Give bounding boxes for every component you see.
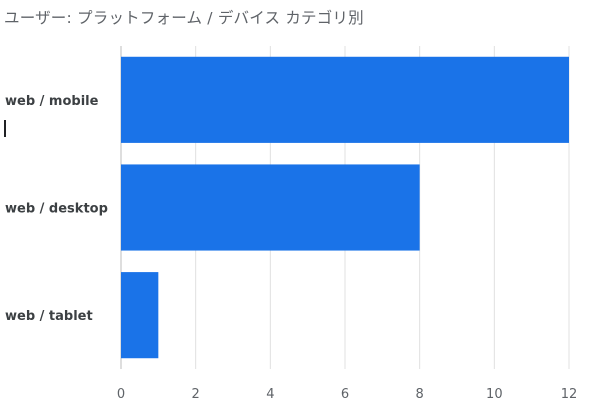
x-tick-label: 0 — [117, 387, 125, 402]
x-axis-ticks: 0 2 4 6 8 10 12 — [117, 387, 577, 402]
category-label: web / tablet — [5, 309, 93, 324]
bar[interactable] — [121, 272, 159, 359]
bar[interactable] — [121, 164, 420, 251]
x-tick-label: 2 — [192, 387, 200, 402]
text-cursor — [4, 120, 6, 137]
category-label: web / mobile — [5, 94, 99, 109]
x-tick-label: 8 — [416, 387, 424, 402]
bars — [121, 56, 569, 359]
category-labels: web / mobile web / desktop web / tablet — [5, 94, 108, 324]
x-tick-label: 4 — [266, 387, 274, 402]
bar[interactable] — [121, 56, 569, 143]
category-label: web / desktop — [5, 202, 108, 217]
x-tick-label: 12 — [561, 387, 578, 402]
x-tick-label: 10 — [486, 387, 503, 402]
x-tick-label: 6 — [341, 387, 349, 402]
chart-title: ユーザー: プラットフォーム / デバイス カテゴリ別 — [4, 9, 364, 27]
